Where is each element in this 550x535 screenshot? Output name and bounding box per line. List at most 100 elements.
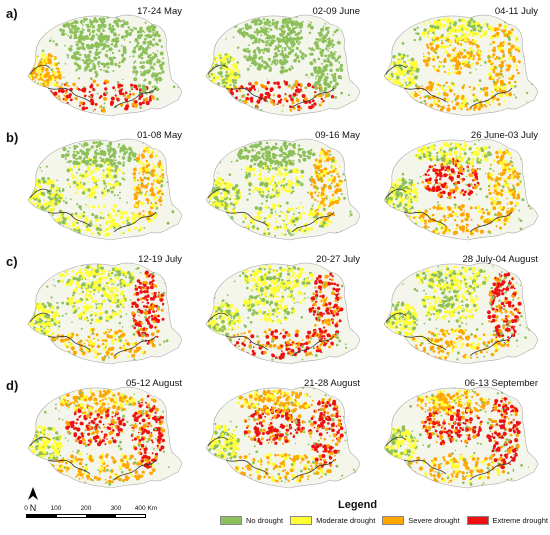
drought-pixel (307, 25, 310, 28)
drought-pixel (82, 86, 85, 89)
drought-pixel (62, 188, 64, 190)
drought-pixel (285, 201, 289, 205)
drought-pixel (500, 63, 504, 68)
drought-pixel (215, 200, 218, 203)
drought-pixel (52, 57, 55, 59)
drought-pixel (451, 170, 455, 174)
drought-pixel (397, 52, 402, 57)
drought-pixel (331, 176, 334, 179)
drought-pixel (107, 148, 109, 151)
drought-pixel (47, 177, 50, 180)
drought-pixel (405, 104, 408, 107)
drought-pixel (105, 174, 109, 178)
drought-pixel (329, 44, 332, 46)
drought-pixel (391, 61, 394, 65)
drought-pixel (454, 36, 456, 38)
drought-pixel (480, 64, 482, 67)
drought-pixel (31, 150, 34, 153)
drought-pixel (169, 18, 172, 20)
drought-pixel (525, 91, 529, 95)
drought-pixel (152, 38, 156, 41)
drought-pixel (284, 214, 288, 218)
drought-pixel (397, 59, 402, 64)
drought-pixel (323, 59, 327, 63)
drought-pixel (123, 147, 127, 151)
drought-pixel (470, 50, 473, 54)
drought-pixel (83, 222, 87, 226)
drought-pixel (206, 79, 209, 83)
drought-pixel (255, 104, 258, 107)
drought-pixel (85, 23, 87, 26)
drought-pixel (269, 28, 273, 32)
drought-pixel (30, 72, 34, 76)
drought-pixel (280, 145, 283, 149)
drought-pixel (140, 56, 144, 60)
drought-pixel (76, 203, 79, 206)
drought-pixel (329, 68, 333, 73)
drought-pixel (257, 155, 260, 159)
drought-pixel (147, 54, 151, 59)
drought-pixel (114, 94, 117, 97)
drought-pixel (471, 24, 476, 29)
drought-pixel (28, 54, 30, 57)
drought-pixel (224, 182, 226, 185)
drought-pixel (115, 159, 117, 162)
drought-pixel (132, 55, 135, 58)
drought-pixel (99, 68, 102, 71)
drought-pixel (51, 92, 56, 97)
drought-pixel (322, 93, 325, 96)
drought-pixel (72, 150, 76, 153)
drought-pixel (38, 209, 41, 212)
drought-pixel (147, 219, 151, 223)
drought-pixel (271, 203, 276, 208)
drought-pixel (405, 65, 408, 68)
drought-pixel (304, 86, 308, 89)
drought-pixel (473, 54, 476, 57)
drought-pixel (254, 206, 259, 210)
drought-pixel (89, 32, 92, 35)
drought-pixel (285, 99, 289, 103)
drought-pixel (215, 159, 218, 162)
drought-pixel (460, 227, 465, 232)
drought-pixel (32, 111, 35, 114)
drought-pixel (87, 47, 90, 50)
drought-pixel (99, 211, 103, 215)
drought-pixel (106, 192, 109, 195)
drought-pixel (76, 64, 79, 67)
drought-pixel (82, 182, 86, 186)
drought-pixel (139, 178, 144, 182)
drought-pixel (507, 176, 511, 180)
drought-pixel (444, 50, 449, 55)
romania-map (205, 138, 361, 241)
drought-pixel (441, 184, 446, 189)
drought-pixel (263, 161, 267, 166)
drought-pixel (66, 168, 71, 173)
drought-pixel (477, 29, 480, 32)
drought-pixel (449, 44, 452, 46)
drought-pixel (78, 205, 82, 209)
drought-pixel (139, 34, 142, 38)
drought-pixel (497, 213, 501, 217)
drought-pixel (301, 90, 303, 93)
drought-pixel (215, 184, 217, 187)
drought-pixel (483, 61, 487, 64)
drought-pixel (321, 51, 324, 55)
drought-pixel (245, 178, 248, 181)
drought-pixel (147, 182, 150, 185)
drought-pixel (80, 229, 83, 232)
drought-pixel (74, 28, 77, 32)
drought-pixel (271, 21, 276, 26)
drought-pixel (292, 213, 295, 216)
drought-pixel (492, 40, 496, 44)
drought-pixel (230, 102, 233, 105)
drought-pixel (264, 167, 266, 169)
drought-pixel (320, 53, 324, 57)
drought-pixel (116, 18, 121, 23)
drought-pixel (434, 229, 439, 234)
drought-pixel (115, 182, 118, 185)
drought-pixel (277, 49, 281, 53)
drought-pixel (258, 169, 262, 172)
drought-pixel (117, 86, 120, 89)
drought-pixel (507, 35, 511, 39)
drought-pixel (206, 186, 208, 189)
